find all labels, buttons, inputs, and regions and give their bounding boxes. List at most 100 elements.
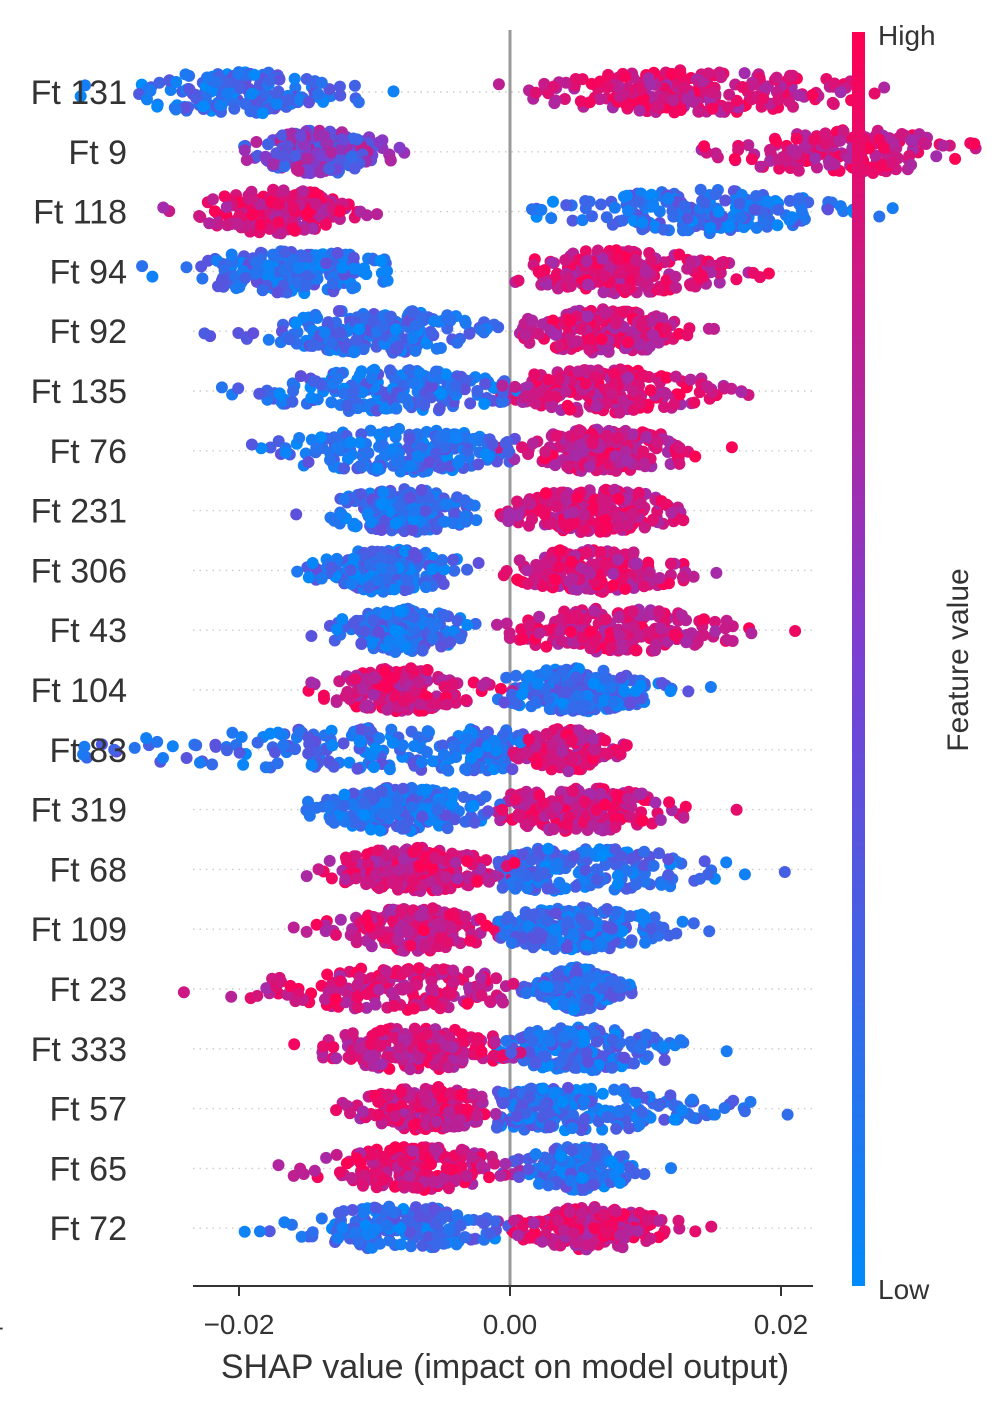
shap-point	[784, 70, 796, 82]
shap-point	[368, 315, 380, 327]
shap-point	[379, 403, 391, 415]
shap-point	[517, 633, 529, 645]
shap-point	[542, 374, 554, 386]
shap-point	[336, 133, 348, 145]
shap-point	[640, 609, 652, 621]
shap-point	[278, 184, 290, 196]
shap-point	[710, 567, 722, 579]
shap-point	[263, 334, 275, 346]
shap-point	[390, 517, 402, 529]
shap-point	[612, 554, 624, 566]
shap-point	[674, 442, 686, 454]
feature-row-points	[77, 722, 633, 777]
shap-point	[699, 197, 711, 209]
shap-point	[622, 519, 634, 531]
shap-point	[543, 693, 555, 705]
shap-point	[404, 492, 416, 504]
shap-point	[461, 564, 473, 576]
shap-point	[599, 514, 611, 526]
shap-point	[384, 364, 396, 376]
shap-point	[447, 554, 459, 566]
shap-point	[497, 380, 509, 392]
shap-point	[471, 385, 483, 397]
shap-point	[346, 151, 358, 163]
shap-point	[641, 431, 653, 443]
shap-point	[528, 368, 540, 380]
shap-point	[351, 334, 363, 346]
shap-point	[306, 340, 318, 352]
shap-point	[631, 557, 643, 569]
shap-point	[584, 96, 596, 108]
shap-point	[565, 315, 577, 327]
shap-point	[819, 127, 831, 139]
shap-point	[822, 203, 834, 215]
shap-point	[735, 386, 747, 398]
shap-point	[180, 68, 192, 80]
shap-point	[431, 343, 443, 355]
shap-point	[602, 81, 614, 93]
shap-point	[601, 211, 613, 223]
shap-point	[673, 458, 685, 470]
shap-point	[290, 508, 302, 520]
shap-point	[468, 433, 480, 445]
shap-point	[652, 100, 664, 112]
shap-point	[355, 488, 367, 500]
shap-point	[257, 107, 269, 119]
shap-point	[404, 460, 416, 472]
shap-point	[366, 637, 378, 649]
shap-point	[260, 761, 272, 773]
shap-point	[368, 689, 380, 701]
shap-point	[559, 386, 571, 398]
shap-point	[493, 78, 505, 90]
shap-point	[504, 627, 516, 639]
shap-point	[232, 382, 244, 394]
shap-point	[676, 609, 688, 621]
shap-point	[607, 580, 619, 592]
shap-point	[584, 333, 596, 345]
shap-point	[324, 454, 336, 466]
shap-point	[347, 282, 359, 294]
shap-point	[146, 271, 158, 283]
shap-point	[539, 446, 551, 458]
shap-point	[301, 153, 313, 165]
shap-point	[353, 96, 365, 108]
shap-point	[381, 704, 393, 716]
shap-point	[568, 517, 580, 529]
shap-point	[647, 329, 659, 341]
shap-point	[627, 385, 639, 397]
shap-point	[338, 388, 350, 400]
shap-point	[693, 106, 705, 118]
shap-point	[210, 741, 222, 753]
shap-point	[407, 332, 419, 344]
shap-point	[764, 144, 776, 156]
shap-point	[336, 613, 348, 625]
shap-point	[478, 398, 490, 410]
shap-point	[193, 210, 205, 222]
shap-point	[129, 742, 141, 754]
shap-points	[75, 64, 982, 1255]
shap-point	[677, 514, 689, 526]
shap-point	[695, 184, 707, 196]
shap-point	[363, 581, 375, 593]
shap-point	[554, 544, 566, 556]
shap-point	[627, 508, 639, 520]
shap-point	[516, 441, 528, 453]
shap-point	[427, 755, 439, 767]
shap-point	[396, 392, 408, 404]
shap-point	[587, 437, 599, 449]
shap-point	[772, 204, 784, 216]
shap-point	[597, 253, 609, 265]
shap-point	[325, 396, 337, 408]
shap-point	[637, 370, 649, 382]
shap-point	[601, 397, 613, 409]
shap-point	[667, 94, 679, 106]
shap-point	[807, 89, 819, 101]
shap-point	[416, 484, 428, 496]
shap-point	[584, 461, 596, 473]
shap-point	[710, 188, 722, 200]
shap-point	[405, 662, 417, 674]
shap-point	[246, 209, 258, 221]
shap-point	[287, 201, 299, 213]
shap-point	[273, 198, 285, 210]
shap-point	[665, 558, 677, 570]
